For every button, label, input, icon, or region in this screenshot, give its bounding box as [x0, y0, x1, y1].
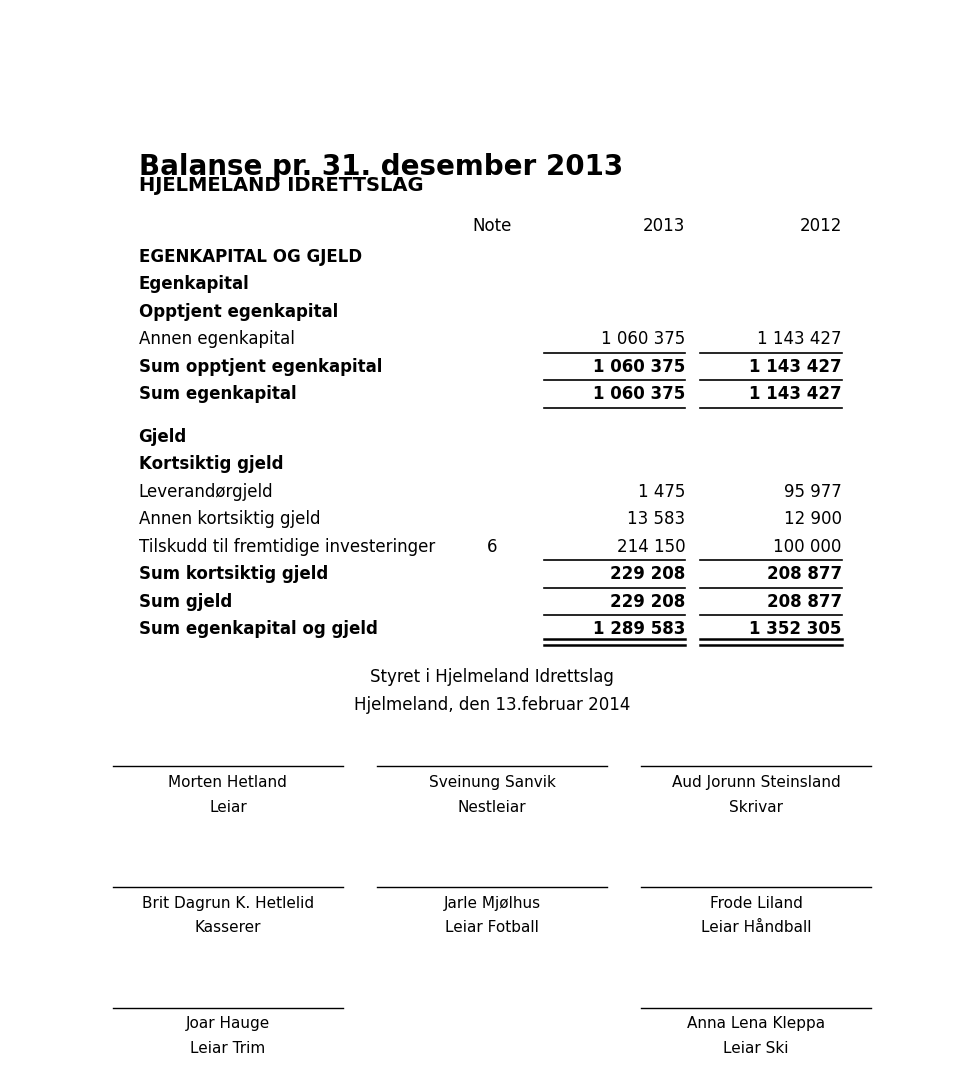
Text: Aud Jorunn Steinsland: Aud Jorunn Steinsland	[672, 775, 841, 790]
Text: Gjeld: Gjeld	[138, 428, 187, 445]
Text: 2012: 2012	[800, 217, 842, 236]
Text: Hjelmeland, den 13.februar 2014: Hjelmeland, den 13.februar 2014	[354, 696, 630, 713]
Text: Leverandørgjeld: Leverandørgjeld	[138, 482, 274, 501]
Text: 12 900: 12 900	[783, 510, 842, 529]
Text: Tilskudd til fremtidige investeringer: Tilskudd til fremtidige investeringer	[138, 537, 435, 556]
Text: Leiar Håndball: Leiar Håndball	[701, 921, 811, 935]
Text: Anna Lena Kleppa: Anna Lena Kleppa	[687, 1016, 826, 1031]
Text: Joar Hauge: Joar Hauge	[185, 1016, 270, 1031]
Text: Morten Hetland: Morten Hetland	[168, 775, 287, 790]
Text: Sum egenkapital: Sum egenkapital	[138, 385, 297, 403]
Text: Leiar Ski: Leiar Ski	[724, 1041, 789, 1056]
Text: Note: Note	[472, 217, 512, 236]
Text: 1 060 375: 1 060 375	[593, 385, 685, 403]
Text: Sum kortsiktig gjeld: Sum kortsiktig gjeld	[138, 565, 328, 583]
Text: Annen kortsiktig gjeld: Annen kortsiktig gjeld	[138, 510, 320, 529]
Text: Sum gjeld: Sum gjeld	[138, 592, 232, 611]
Text: 229 208: 229 208	[611, 565, 685, 583]
Text: 208 877: 208 877	[766, 592, 842, 611]
Text: Sum egenkapital og gjeld: Sum egenkapital og gjeld	[138, 620, 377, 638]
Text: 95 977: 95 977	[784, 482, 842, 501]
Text: Styret i Hjelmeland Idrettslag: Styret i Hjelmeland Idrettslag	[370, 668, 614, 686]
Text: EGENKAPITAL OG GJELD: EGENKAPITAL OG GJELD	[138, 248, 362, 266]
Text: Skrivar: Skrivar	[730, 800, 783, 815]
Text: Nestleiar: Nestleiar	[458, 800, 526, 815]
Text: 1 352 305: 1 352 305	[750, 620, 842, 638]
Text: Leiar: Leiar	[209, 800, 247, 815]
Text: 6: 6	[487, 537, 497, 556]
Text: Leiar Trim: Leiar Trim	[190, 1041, 266, 1056]
Text: 229 208: 229 208	[611, 592, 685, 611]
Text: Kasserer: Kasserer	[195, 921, 261, 935]
Text: Kortsiktig gjeld: Kortsiktig gjeld	[138, 455, 283, 473]
Text: Leiar Fotball: Leiar Fotball	[445, 921, 539, 935]
Text: 214 150: 214 150	[617, 537, 685, 556]
Text: Sveinung Sanvik: Sveinung Sanvik	[428, 775, 556, 790]
Text: Frode Liland: Frode Liland	[709, 895, 803, 910]
Text: Opptjent egenkapital: Opptjent egenkapital	[138, 303, 338, 321]
Text: Egenkapital: Egenkapital	[138, 276, 250, 293]
Text: 1 143 427: 1 143 427	[749, 385, 842, 403]
Text: 100 000: 100 000	[774, 537, 842, 556]
Text: 2013: 2013	[643, 217, 685, 236]
Text: Balanse pr. 31. desember 2013: Balanse pr. 31. desember 2013	[138, 154, 623, 181]
Text: Annen egenkapital: Annen egenkapital	[138, 331, 295, 348]
Text: 1 289 583: 1 289 583	[593, 620, 685, 638]
Text: Jarle Mjølhus: Jarle Mjølhus	[444, 895, 540, 910]
Text: HJELMELAND IDRETTSLAG: HJELMELAND IDRETTSLAG	[138, 175, 423, 195]
Text: 1 060 375: 1 060 375	[601, 331, 685, 348]
Text: 208 877: 208 877	[766, 565, 842, 583]
Text: Sum opptjent egenkapital: Sum opptjent egenkapital	[138, 358, 382, 376]
Text: 13 583: 13 583	[627, 510, 685, 529]
Text: 1 143 427: 1 143 427	[749, 358, 842, 376]
Text: Brit Dagrun K. Hetlelid: Brit Dagrun K. Hetlelid	[142, 895, 314, 910]
Text: 1 060 375: 1 060 375	[593, 358, 685, 376]
Text: 1 143 427: 1 143 427	[757, 331, 842, 348]
Text: 1 475: 1 475	[638, 482, 685, 501]
